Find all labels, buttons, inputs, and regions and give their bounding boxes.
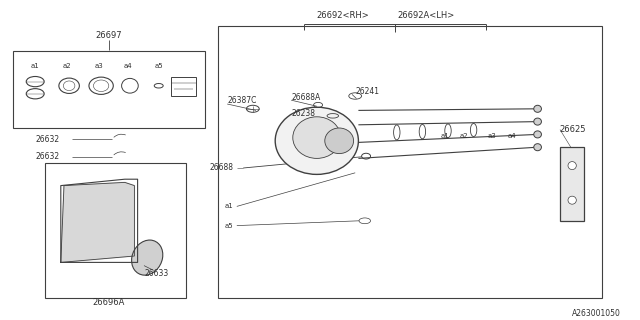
Bar [560,147,584,221]
Text: 26632: 26632 [35,135,60,144]
Text: 26692A<LH>: 26692A<LH> [397,12,454,20]
Text: 26697: 26697 [95,31,122,40]
Text: a1: a1 [225,204,234,209]
Ellipse shape [275,107,358,174]
Ellipse shape [293,117,341,158]
Text: a3: a3 [95,63,104,68]
Text: a1: a1 [31,63,40,68]
Text: 26625: 26625 [559,125,586,134]
Text: 26696A: 26696A [93,298,125,307]
Text: 26238: 26238 [291,109,315,118]
Text: a5: a5 [154,63,163,68]
Ellipse shape [132,240,163,275]
Text: a4: a4 [124,63,132,68]
Bar [171,77,196,96]
Ellipse shape [568,162,576,170]
Text: a2: a2 [460,133,468,139]
Ellipse shape [534,144,541,151]
Text: 26241: 26241 [355,87,380,96]
Text: a3: a3 [487,133,496,139]
Bar [45,163,186,298]
Text: a4: a4 [508,133,516,139]
Text: a2: a2 [63,63,72,68]
Ellipse shape [568,196,576,204]
Bar [218,26,602,298]
Text: 26692<RH>: 26692<RH> [316,12,369,20]
Text: a5: a5 [225,223,234,228]
Text: 26688A: 26688A [291,93,321,102]
Ellipse shape [534,118,541,125]
Bar [13,51,205,128]
Text: 26688: 26688 [210,164,234,172]
Polygon shape [61,182,134,262]
Ellipse shape [534,131,541,138]
Text: 26633: 26633 [145,269,169,278]
Text: 26387C: 26387C [227,96,257,105]
Text: 26632: 26632 [35,152,60,161]
Text: A263001050: A263001050 [572,309,621,318]
Ellipse shape [325,128,354,154]
Ellipse shape [534,105,541,112]
Text: a1: a1 [440,133,449,139]
